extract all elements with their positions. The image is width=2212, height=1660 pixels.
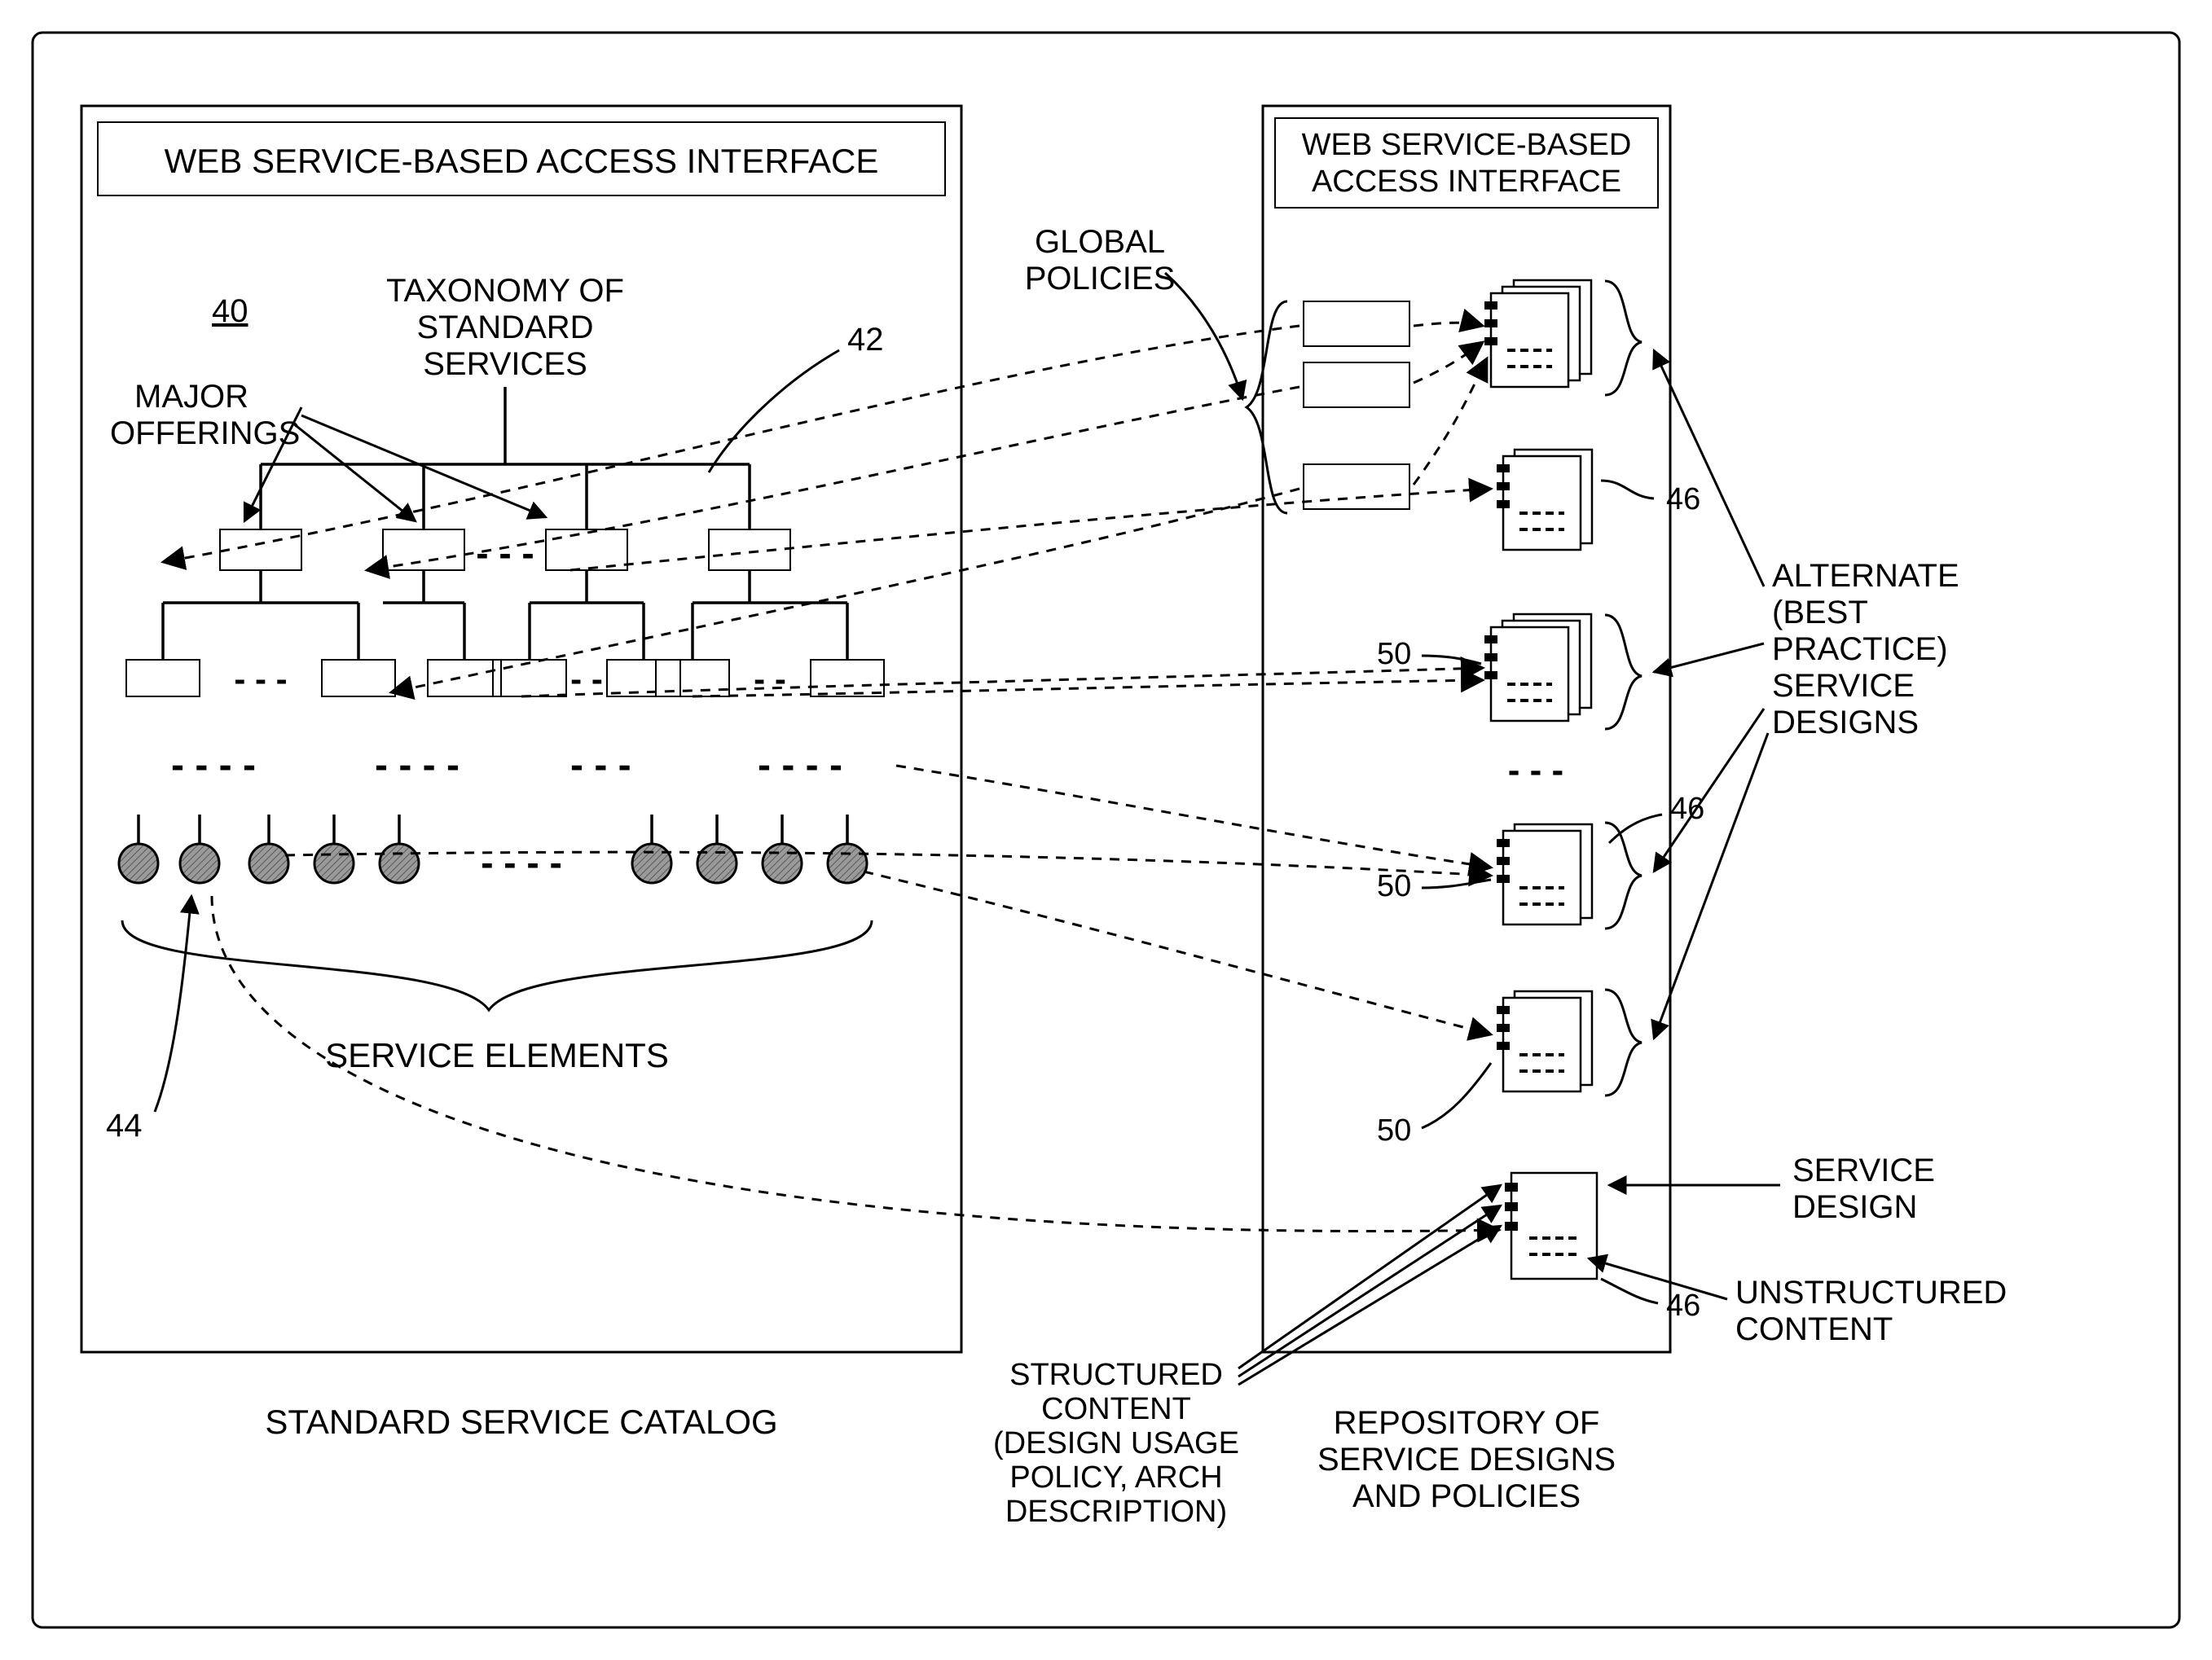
service-design-2: DESIGN [1792,1189,1917,1225]
svg-text:- - - -: - - - - [171,744,256,787]
global-policies-2: POLICIES [1025,261,1176,296]
doc-stack-4 [1497,824,1592,924]
left-panel: WEB SERVICE-BASED ACCESS INTERFACE STAND… [81,106,961,1441]
global-policies-1: GLOBAL [1035,224,1165,260]
svg-text:- -: - - [570,660,603,698]
taxonomy-label-3: SERVICES [423,346,587,382]
right-caption-2: SERVICE DESIGNS [1317,1442,1616,1478]
structured-4: POLICY, ARCH [1009,1460,1222,1495]
svg-text:- - - -: - - - - [375,744,460,787]
alternate-3: PRACTICE) [1772,631,1948,667]
service-elements-label: SERVICE ELEMENTS [325,1036,669,1074]
left-title: WEB SERVICE-BASED ACCESS INTERFACE [165,142,879,180]
doc-stack-2 [1497,450,1592,550]
doc-stack-1 [1484,280,1591,387]
right-panel: WEB SERVICE-BASED ACCESS INTERFACE REPOS… [1247,106,1704,1514]
unstructured-1: UNSTRUCTURED [1735,1275,2007,1311]
svg-text:- - -: - - - [1508,750,1563,790]
svg-text:- - -: - - - [476,532,534,574]
unstructured-2: CONTENT [1735,1311,1893,1347]
alternate-5: DESIGNS [1772,705,1919,740]
right-caption-3: AND POLICIES [1352,1478,1581,1514]
service-design-1: SERVICE [1792,1153,1935,1188]
service-element-leaves: - - - - [119,815,867,884]
major-offerings-2: OFFERINGS [110,415,300,451]
ref-40: 40 [212,293,248,329]
left-caption: STANDARD SERVICE CATALOG [265,1403,777,1441]
alternate-4: SERVICE [1772,668,1915,704]
svg-text:- - - -: - - - - [481,841,562,884]
svg-text:- - -: - - - [570,744,631,787]
doc-stack-3 [1484,614,1591,721]
structured-3: (DESIGN USAGE [993,1426,1239,1460]
svg-text:- - -: - - - [234,660,287,698]
alternate-1: ALTERNATE [1772,558,1959,594]
right-title-2: ACCESS INTERFACE [1312,165,1621,199]
right-title-1: WEB SERVICE-BASED [1302,128,1632,162]
ref-50-b: 50 [1377,869,1411,903]
ref-50-a: 50 [1377,637,1411,671]
structured-1: STRUCTURED [1009,1358,1223,1392]
taxonomy-label-2: STANDARD [416,310,593,345]
svg-text:- - - -: - - - - [758,744,842,787]
ref-42: 42 [847,322,884,358]
ref-46-a: 46 [1666,482,1700,516]
svg-text:- -: - - [754,660,786,698]
ref-50-c: 50 [1377,1113,1411,1148]
major-offerings-1: MAJOR [134,379,248,415]
structured-5: DESCRIPTION) [1005,1495,1227,1529]
ref-46-c: 46 [1666,1289,1700,1323]
right-caption-1: REPOSITORY OF [1334,1405,1600,1441]
taxonomy-label-1: TAXONOMY OF [386,273,624,309]
doc-single [1505,1173,1597,1279]
structured-2: CONTENT [1041,1392,1191,1426]
ref-44: 44 [106,1108,143,1144]
alternate-2: (BEST [1772,595,1868,630]
doc-stack-5 [1497,991,1592,1091]
taxonomy-tree: - - - - - - - - - [119,387,884,884]
